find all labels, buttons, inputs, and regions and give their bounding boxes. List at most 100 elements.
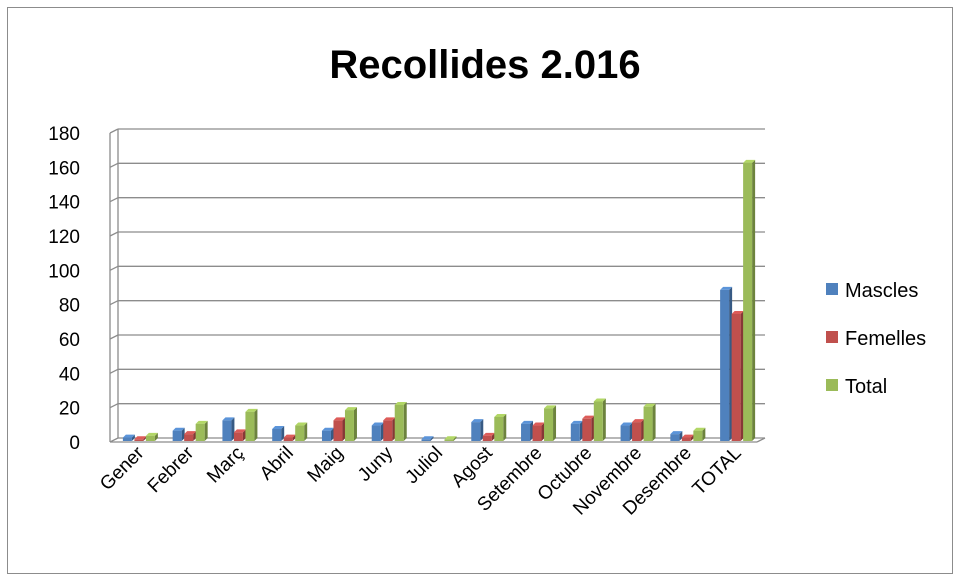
bar-top-3-1 bbox=[283, 434, 296, 438]
bar-total-12 bbox=[743, 162, 753, 441]
bar-femelles-5 bbox=[383, 420, 393, 441]
bar-side-5-1 bbox=[392, 417, 396, 441]
bar-total-0 bbox=[145, 435, 155, 441]
bar-top-2-0 bbox=[222, 417, 235, 421]
x-tick-label-12: TOTAL bbox=[689, 443, 746, 500]
bar-top-0-1 bbox=[134, 436, 147, 440]
bar-top-7-0 bbox=[471, 419, 484, 423]
bar-top-0-0 bbox=[122, 434, 135, 438]
bar-top-4-0 bbox=[321, 427, 334, 431]
floor-right-edge bbox=[756, 437, 766, 443]
bar-side-9-2 bbox=[602, 398, 606, 441]
bar-top-4-2 bbox=[344, 407, 357, 411]
gridline-stub-9 bbox=[109, 128, 119, 134]
bar-total-8 bbox=[544, 408, 554, 441]
gridlines bbox=[109, 128, 765, 443]
bar-side-3-2 bbox=[304, 422, 308, 441]
bar-side-0-2 bbox=[154, 432, 158, 441]
bar-side-2-2 bbox=[254, 408, 258, 441]
legend: Mascles Femelles Total bbox=[826, 280, 926, 398]
bar-side-7-2 bbox=[503, 413, 507, 441]
bar-total-4 bbox=[344, 410, 354, 441]
bar-top-12-1 bbox=[731, 310, 744, 314]
bar-top-6-0 bbox=[421, 436, 434, 440]
bar-femelles-8 bbox=[532, 425, 542, 441]
bar-side-1-0 bbox=[181, 427, 185, 441]
bar-mascles-1 bbox=[172, 430, 182, 441]
bar-top-6-2 bbox=[444, 436, 457, 440]
gridline-stub-3 bbox=[109, 334, 119, 340]
bar-side-10-0 bbox=[629, 422, 633, 441]
bar-side-0-1 bbox=[143, 436, 147, 441]
bar-femelles-11 bbox=[681, 437, 691, 441]
bar-femelles-1 bbox=[184, 434, 194, 441]
y-tick-label-4: 80 bbox=[59, 296, 80, 317]
bar-top-10-0 bbox=[620, 422, 633, 426]
legend-label-2: Total bbox=[845, 376, 887, 398]
bar-side-9-0 bbox=[579, 420, 583, 441]
bar-side-9-1 bbox=[591, 415, 595, 441]
bar-femelles-12 bbox=[731, 313, 741, 441]
bar-top-9-2 bbox=[593, 398, 606, 402]
gridline-stub-2 bbox=[109, 368, 119, 374]
legend-label-1: Femelles bbox=[845, 328, 926, 350]
bar-side-11-1 bbox=[690, 434, 694, 441]
bar-top-11-1 bbox=[681, 434, 694, 438]
bar-total-11 bbox=[693, 430, 703, 441]
bar-total-5 bbox=[394, 404, 404, 441]
bar-side-8-0 bbox=[530, 420, 534, 441]
y-tick-label-7: 140 bbox=[48, 193, 80, 214]
bar-top-9-1 bbox=[582, 415, 595, 419]
bar-total-6 bbox=[444, 439, 454, 441]
bar-side-0-0 bbox=[131, 434, 135, 441]
gridline-stub-4 bbox=[109, 300, 119, 306]
bar-mascles-2 bbox=[222, 420, 232, 441]
bar-side-1-1 bbox=[193, 431, 197, 441]
bar-mascles-7 bbox=[471, 422, 481, 441]
bar-mascles-8 bbox=[521, 423, 531, 441]
bar-top-7-1 bbox=[482, 432, 495, 436]
bar-side-4-0 bbox=[330, 427, 334, 441]
bar-side-6-0 bbox=[430, 436, 434, 441]
gridline-stub-5 bbox=[109, 265, 119, 271]
bar-side-7-0 bbox=[480, 419, 484, 441]
x-tick-label-1: Febrer bbox=[144, 442, 199, 497]
bar-top-8-0 bbox=[521, 420, 534, 424]
bar-femelles-10 bbox=[632, 422, 642, 441]
y-tick-label-2: 40 bbox=[59, 364, 80, 385]
bar-side-8-1 bbox=[541, 422, 545, 441]
x-tick-label-2: Març bbox=[203, 443, 248, 488]
bar-femelles-9 bbox=[582, 418, 592, 441]
bar-top-0-2 bbox=[145, 432, 158, 436]
legend-swatch-0 bbox=[826, 283, 838, 295]
bar-top-3-0 bbox=[272, 425, 285, 429]
bar-side-3-1 bbox=[292, 434, 296, 441]
bar-side-12-1 bbox=[740, 310, 744, 441]
bar-side-10-1 bbox=[641, 419, 645, 441]
bar-top-1-1 bbox=[184, 431, 197, 435]
bar-side-3-0 bbox=[281, 425, 285, 441]
bar-side-12-0 bbox=[729, 286, 733, 441]
bar-mascles-0 bbox=[122, 437, 132, 441]
bar-side-5-0 bbox=[380, 422, 384, 441]
axes bbox=[109, 129, 766, 443]
x-tick-label-4: Maig bbox=[304, 443, 348, 487]
bar-top-5-0 bbox=[371, 422, 384, 426]
bar-mascles-9 bbox=[570, 423, 580, 441]
bar-side-11-2 bbox=[702, 427, 706, 441]
y-tick-label-8: 160 bbox=[48, 158, 80, 179]
gridline-stub-0 bbox=[109, 437, 119, 443]
bar-top-10-1 bbox=[632, 419, 645, 423]
chart-frame bbox=[7, 7, 953, 574]
bar-mascles-5 bbox=[371, 425, 381, 441]
bar-total-9 bbox=[593, 401, 603, 441]
bar-top-5-2 bbox=[394, 401, 407, 405]
gridline-stub-1 bbox=[109, 403, 119, 409]
bar-side-4-1 bbox=[342, 417, 346, 441]
bar-femelles-7 bbox=[482, 435, 492, 441]
gridline-stub-6 bbox=[109, 231, 119, 237]
bar-side-7-1 bbox=[491, 432, 495, 441]
y-tick-label-1: 20 bbox=[59, 399, 80, 420]
